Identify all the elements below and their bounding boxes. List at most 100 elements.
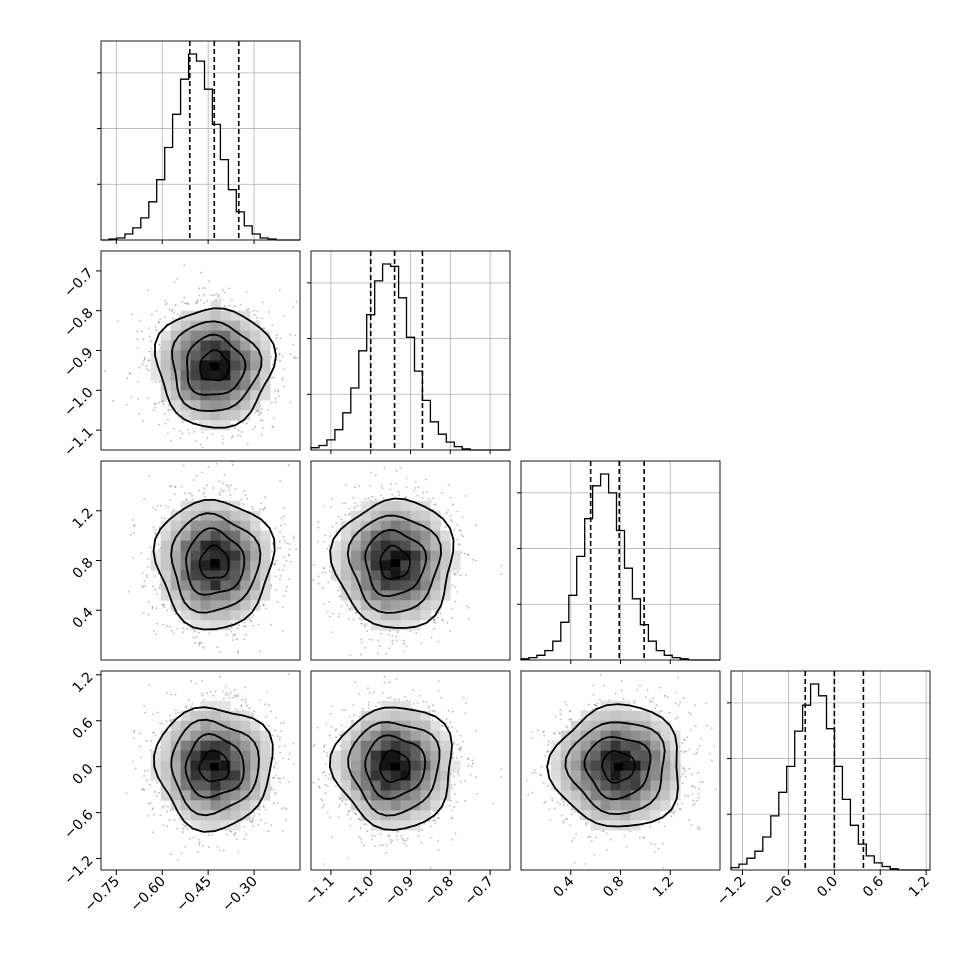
density-cell: [230, 770, 241, 781]
contour-level-3: [328, 706, 453, 831]
scatter-point: [281, 606, 284, 608]
scatter-point: [276, 802, 279, 805]
density-cell: [640, 760, 651, 771]
scatter-point: [148, 359, 150, 362]
density-cell: [400, 750, 411, 761]
scatter-point: [240, 820, 243, 822]
scatter-point: [453, 793, 456, 796]
scatter-point: [274, 401, 277, 403]
density-cell: [250, 540, 261, 551]
scatter-point: [176, 627, 179, 630]
scatter-point: [253, 313, 256, 316]
density-cell: [160, 560, 171, 571]
scatter-point: [379, 844, 382, 847]
scatter-point: [683, 751, 686, 754]
density-cell: [350, 760, 362, 771]
scatter-point: [132, 519, 135, 521]
scatter-point: [169, 720, 171, 722]
scatter-point: [159, 504, 162, 507]
scatter-point: [369, 499, 372, 502]
scatter-point: [271, 734, 274, 736]
scatter-point: [245, 422, 248, 425]
scatter-point: [657, 821, 660, 824]
scatter-point: [451, 584, 454, 587]
density-cell: [170, 330, 181, 341]
scatter-point: [179, 818, 182, 820]
scatter-point: [276, 347, 279, 350]
density-cell: [400, 760, 411, 771]
scatter-point: [136, 338, 139, 341]
scatter-point: [565, 725, 568, 728]
density-cell: [670, 750, 681, 761]
scatter-point: [421, 829, 423, 831]
density-cell: [450, 760, 461, 771]
scatter-point: [324, 534, 327, 537]
scatter-point: [569, 710, 571, 712]
scatter-point: [455, 757, 458, 759]
density-cell: [630, 810, 641, 821]
scatter-point: [428, 820, 431, 822]
scatter-point: [427, 705, 430, 707]
scatter-point: [684, 794, 687, 797]
scatter-point: [696, 748, 699, 751]
scatter-point: [207, 833, 210, 836]
scatter-point: [453, 572, 455, 575]
scatter-point: [348, 608, 351, 611]
density-cell: [220, 400, 231, 411]
density-cell: [200, 710, 211, 722]
scatter-point: [137, 381, 140, 383]
scatter-point: [161, 400, 164, 403]
scatter-point: [252, 825, 255, 828]
density-cell: [560, 790, 572, 801]
scatter-point: [323, 603, 325, 605]
density-cell: [370, 760, 381, 771]
density-cell: [430, 780, 441, 791]
scatter-point: [569, 824, 572, 827]
scatter-point: [278, 289, 281, 291]
scatter-point: [689, 713, 692, 716]
scatter-point: [170, 485, 173, 488]
density-cell: [240, 750, 251, 761]
scatter-point: [228, 287, 230, 290]
density-cell: [610, 800, 621, 811]
scatter-point: [190, 680, 193, 683]
scatter-point: [527, 793, 529, 796]
scatter-point: [282, 777, 285, 779]
scatter-point: [156, 593, 159, 596]
scatter-point: [383, 681, 386, 684]
density-cell: [590, 790, 601, 801]
x-tick-label-1-2: −0.9: [382, 874, 417, 909]
density-cell: [240, 310, 251, 321]
scatter-point: [283, 507, 285, 510]
scatter-point: [335, 728, 338, 731]
density-cell: [410, 510, 421, 521]
scatter-point: [371, 834, 373, 837]
scatter-point: [398, 494, 401, 496]
contours-0-2: [152, 498, 276, 631]
peak-marker: [614, 762, 624, 771]
scatter-point: [328, 734, 331, 736]
density-cell: [630, 770, 641, 781]
density-cell: [180, 730, 191, 741]
scatter-point: [176, 313, 179, 315]
scatter-point: [283, 515, 285, 518]
density-cell: [240, 760, 251, 771]
scatter-point: [464, 495, 467, 497]
scatter-point: [567, 803, 569, 806]
scatter-point: [250, 620, 253, 623]
density-cell: [600, 810, 611, 821]
density-cell: [410, 620, 421, 631]
scatter-point: [288, 752, 291, 755]
scatter-point: [144, 585, 147, 587]
density-cell: [200, 370, 211, 381]
y-tick-label-3-3: 0.6: [70, 715, 97, 742]
scatter-point: [492, 802, 495, 805]
scatter-point: [272, 376, 275, 379]
density-cell: [160, 340, 171, 351]
scatter-point: [147, 566, 150, 568]
scatter-point: [412, 688, 414, 691]
scatter-point: [229, 484, 232, 486]
scatter-point: [543, 734, 546, 737]
scatter-point: [357, 817, 360, 820]
density-cell: [220, 360, 231, 371]
